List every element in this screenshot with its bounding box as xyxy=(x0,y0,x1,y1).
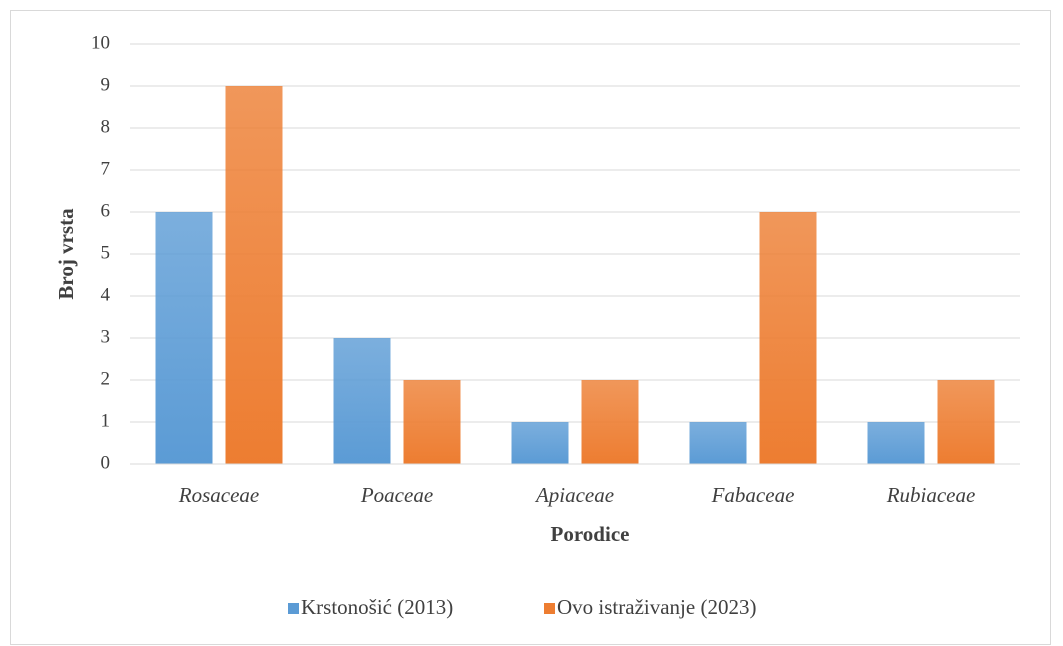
legend-label: Ovo istraživanje (2023) xyxy=(557,595,756,619)
legend-swatch xyxy=(544,603,555,614)
bar xyxy=(511,422,569,464)
x-tick-label: Rubiaceae xyxy=(886,483,976,507)
bar xyxy=(155,212,213,464)
y-tick-label: 5 xyxy=(101,242,111,263)
bar xyxy=(759,212,817,464)
bar xyxy=(581,380,639,464)
x-tick-label: Poaceae xyxy=(360,483,433,507)
x-tick-label: Fabaceae xyxy=(711,483,795,507)
legend-swatch xyxy=(288,603,299,614)
y-tick-label: 0 xyxy=(101,452,111,473)
y-tick-label: 7 xyxy=(101,158,111,179)
y-tick-label: 2 xyxy=(101,368,111,389)
bar xyxy=(333,338,391,464)
y-tick-label: 4 xyxy=(101,284,111,305)
y-tick-label: 3 xyxy=(101,326,111,347)
bar xyxy=(225,86,283,464)
x-tick-label: Rosaceae xyxy=(178,483,259,507)
bar xyxy=(689,422,747,464)
y-tick-label: 8 xyxy=(101,116,111,137)
x-tick-label: Apiaceae xyxy=(534,483,614,507)
bar xyxy=(867,422,925,464)
x-axis-title: Porodice xyxy=(551,522,630,546)
y-tick-label: 9 xyxy=(101,74,111,95)
y-tick-label: 1 xyxy=(101,410,111,431)
legend-label: Krstonošić (2013) xyxy=(301,595,453,619)
y-axis-title: Broj vrsta xyxy=(54,208,78,300)
bar xyxy=(937,380,995,464)
y-tick-label: 10 xyxy=(91,32,110,53)
y-tick-label: 6 xyxy=(101,200,111,221)
bar xyxy=(403,380,461,464)
